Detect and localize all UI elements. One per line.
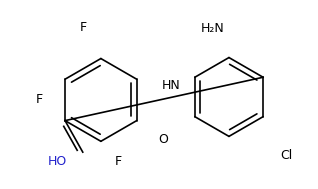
Text: F: F (115, 156, 122, 168)
Text: O: O (158, 133, 168, 146)
Text: H₂N: H₂N (200, 22, 224, 36)
Text: F: F (36, 93, 43, 106)
Text: F: F (80, 22, 87, 34)
Text: HO: HO (48, 156, 67, 168)
Text: HN: HN (162, 79, 180, 92)
Text: Cl: Cl (280, 149, 292, 162)
